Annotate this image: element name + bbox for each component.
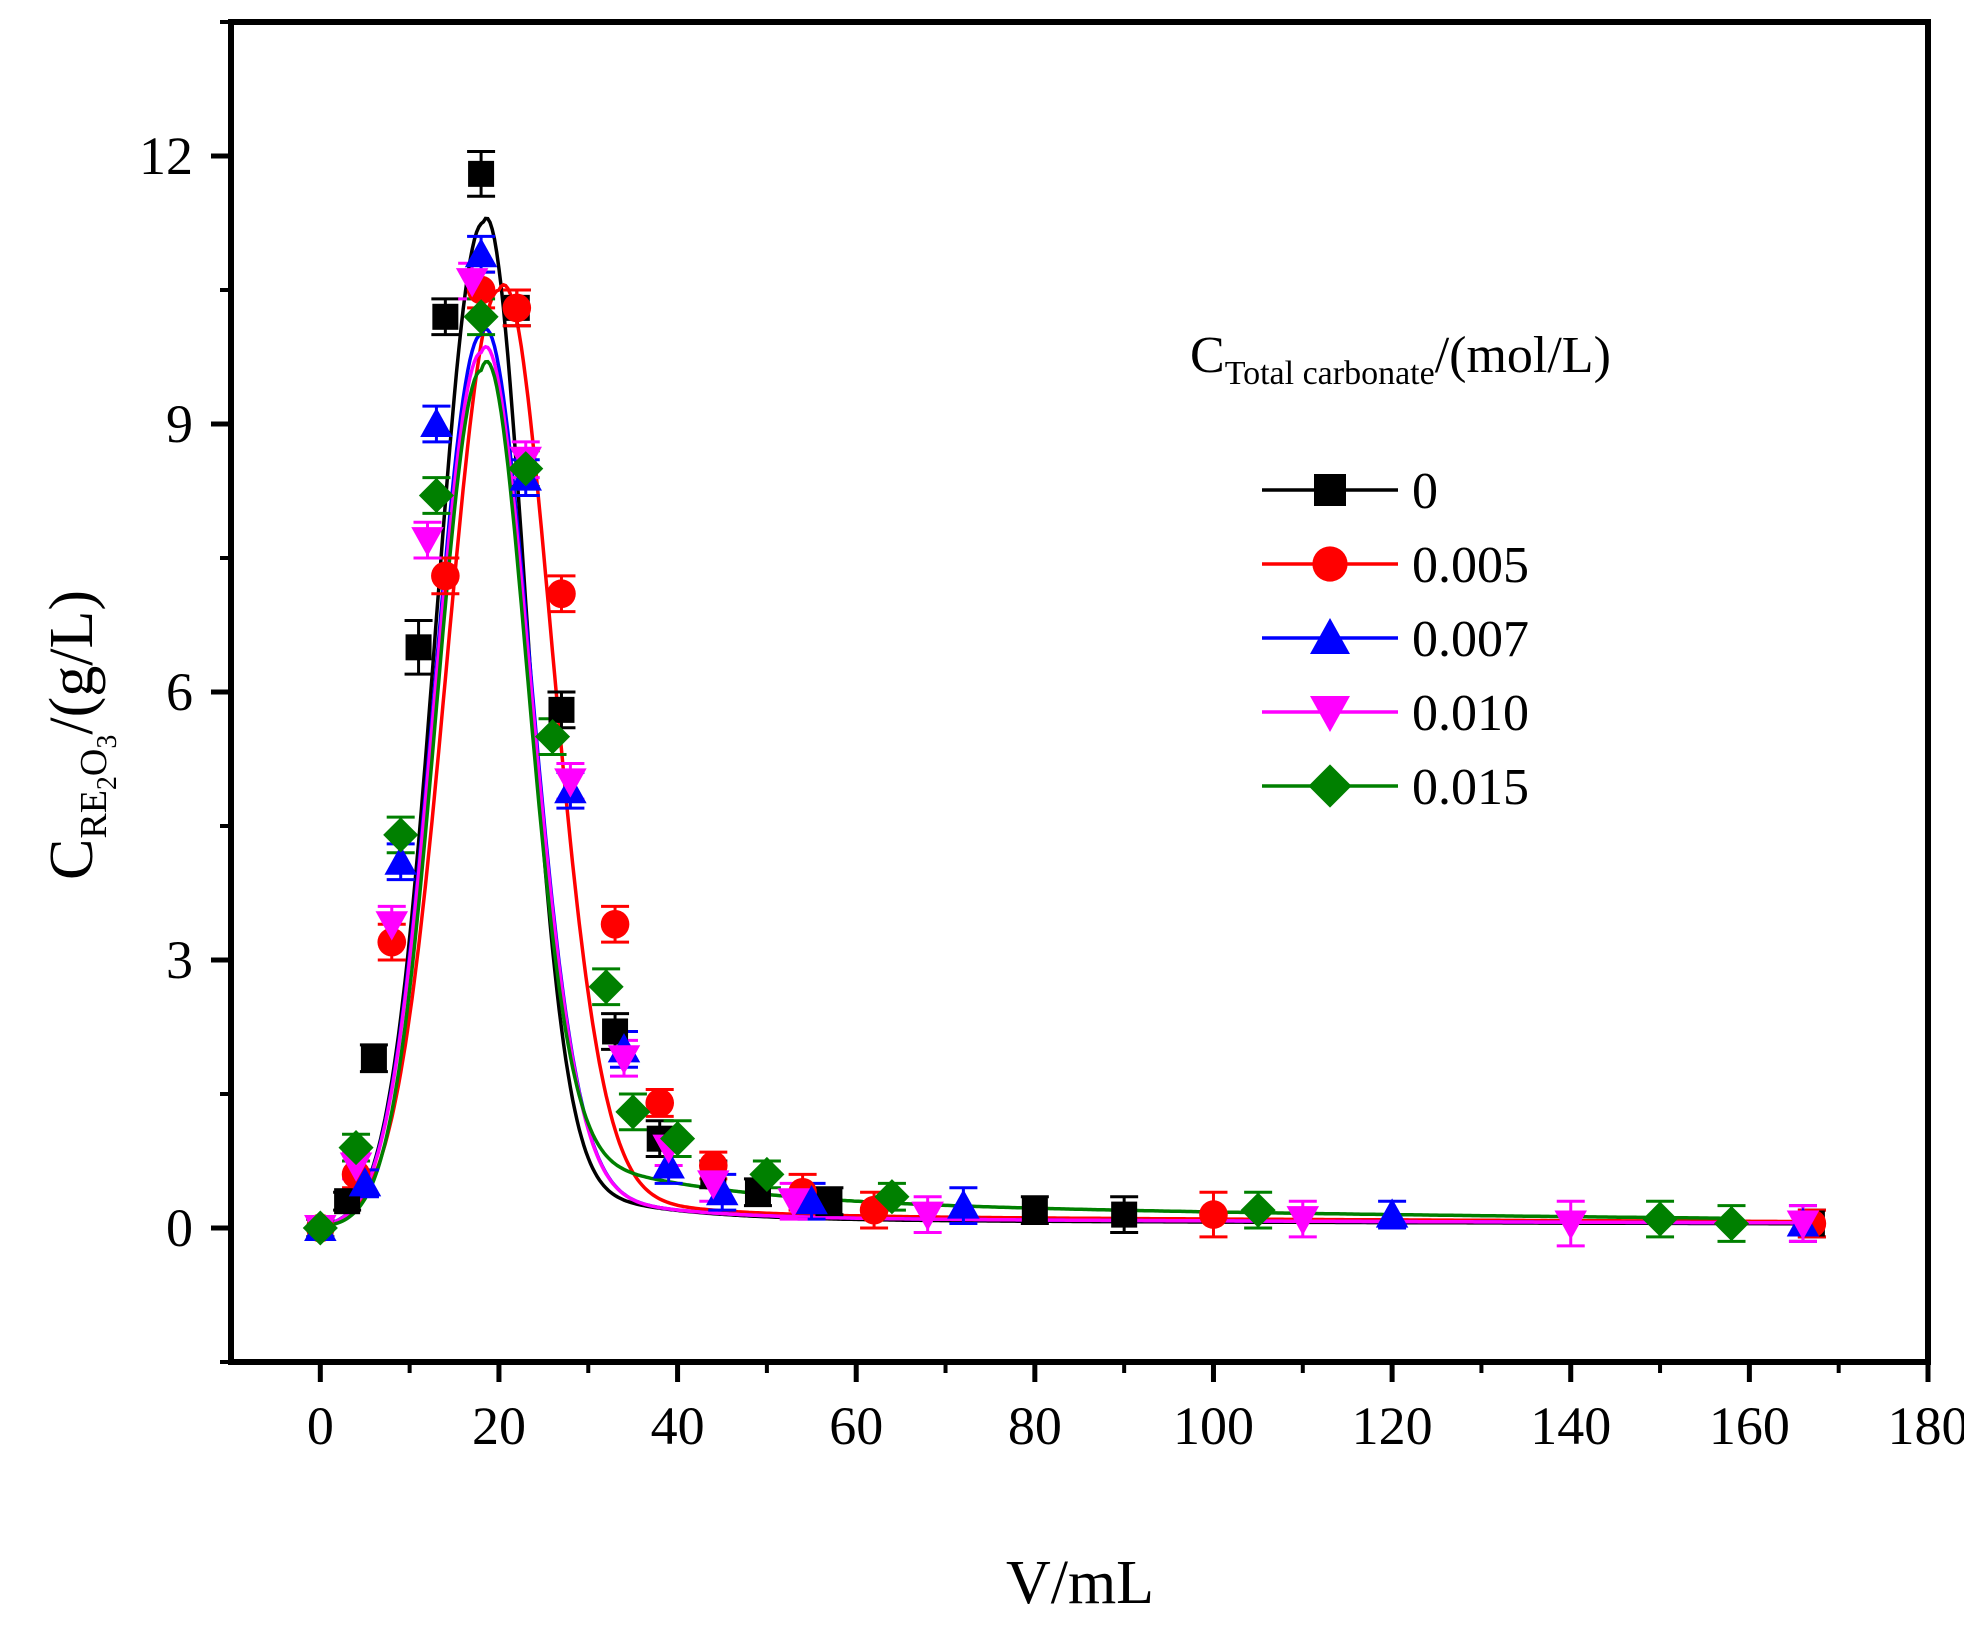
legend-label: 0.015 [1412, 759, 1529, 816]
data-point-series-0.010 [339, 1152, 373, 1182]
data-point-series-0.007 [384, 845, 417, 875]
x-tick-label: 60 [829, 1396, 883, 1456]
x-axis-title: V/mL [1006, 1549, 1154, 1617]
data-point-series-0.015 [660, 1121, 696, 1157]
data-point-series-0.005 [600, 909, 630, 939]
data-point-series-0 [1021, 1197, 1048, 1224]
y-axis-title-sub-re: RE [73, 790, 115, 839]
data-point-series-0 [432, 303, 459, 330]
data-point-series-0.010 [911, 1201, 944, 1231]
data-point-series-0 [360, 1045, 387, 1072]
legend-label: 0.010 [1412, 685, 1529, 742]
x-tick-label: 160 [1709, 1396, 1790, 1456]
y-tick-label: 12 [139, 126, 193, 186]
data-point-series-0.005 [1199, 1200, 1228, 1229]
data-point-series-0.007 [420, 407, 453, 437]
data-point-series-0.005 [645, 1088, 675, 1118]
data-point-series-0.010 [777, 1188, 810, 1218]
data-point-series-0.010 [697, 1170, 730, 1200]
data-point-series-0.015 [874, 1179, 910, 1215]
x-tick-label: 180 [1888, 1396, 1964, 1456]
y-axis-ticks: 0 3 6 9 12 [139, 20, 231, 1364]
data-point-series-0.010 [455, 268, 489, 298]
y-tick-label: 6 [166, 662, 193, 722]
data-point-series-0.015 [588, 969, 624, 1005]
y-axis-title-sub-2: 2 [92, 776, 123, 790]
data-point-series-0.010 [411, 527, 444, 557]
data-point-series-0.010 [375, 911, 409, 941]
legend: 0 0.005 0.007 0.010 0.015 [1262, 463, 1529, 816]
data-point-series-0 [548, 696, 575, 723]
legend-label: 0.007 [1412, 611, 1529, 668]
data-point-series-0.005 [502, 293, 532, 323]
data-point-series-0 [468, 160, 495, 187]
data-point-series-0.015 [383, 817, 419, 853]
data-point-series-0.015 [534, 719, 571, 755]
legend-marker [1308, 764, 1352, 808]
legend-label: 0.005 [1412, 537, 1529, 594]
legend-marker [1310, 618, 1350, 654]
data-point-series-0.007 [464, 238, 498, 268]
data-point-series-0.007 [795, 1184, 828, 1215]
y-axis-title-c: C [38, 839, 106, 880]
data-point-series-0.015 [508, 451, 544, 487]
data-point-series-0.010 [1554, 1210, 1587, 1240]
legend-title-sub: Total carbonate [1225, 355, 1435, 392]
data-point-series-0.005 [547, 579, 576, 609]
data-point-series-0.010 [1786, 1210, 1820, 1240]
y-tick-label: 3 [166, 930, 193, 990]
data-point-series-0.010 [607, 1045, 641, 1075]
data-point-series-0.010 [554, 768, 587, 798]
data-point-series-0.015 [338, 1130, 374, 1166]
data-point-series-0.015 [615, 1094, 651, 1130]
x-tick-label: 80 [1008, 1396, 1062, 1456]
legend-marker [1312, 546, 1348, 582]
x-tick-label: 140 [1530, 1396, 1611, 1456]
data-point-series-0.015 [1713, 1205, 1750, 1242]
x-tick-label: 40 [651, 1396, 705, 1456]
legend-title-c: C [1190, 327, 1225, 384]
x-tick-label: 20 [472, 1396, 526, 1456]
legend-title-unit: /(mol/L) [1435, 327, 1611, 384]
y-axis-title: CRE2O3/(g/L) [38, 590, 123, 880]
data-point-series-0.007 [947, 1189, 980, 1219]
data-point-series-0 [405, 634, 432, 661]
data-point-series-0.015 [463, 299, 499, 335]
data-point-series-0.007 [348, 1167, 382, 1197]
data-point-series-0.015 [302, 1210, 338, 1246]
curve-series-0.010 [319, 344, 1803, 1228]
x-axis-ticks: 0 20 40 60 80 100 120 140 160 180 [307, 1362, 1964, 1456]
legend-label: 0 [1412, 463, 1438, 520]
data-markers [302, 160, 1827, 1246]
data-point-series-0 [1111, 1201, 1138, 1228]
data-point-series-0.015 [1642, 1201, 1678, 1237]
data-point-series-0.015 [749, 1156, 785, 1192]
legend-marker [1314, 474, 1346, 506]
data-point-series-0.005 [431, 561, 460, 591]
y-axis-title-unit: /(g/L) [38, 590, 106, 735]
y-axis-title-sub-o: O [73, 749, 115, 776]
legend-title: CTotal carbonate/(mol/L) [1190, 327, 1611, 392]
data-point-series-0.015 [1240, 1192, 1276, 1228]
data-point-series-0.005 [377, 927, 407, 957]
x-tick-label: 0 [307, 1396, 334, 1456]
data-point-series-0.015 [418, 477, 454, 514]
y-tick-label: 9 [166, 394, 193, 454]
legend-marker [1310, 696, 1350, 732]
x-tick-label: 120 [1352, 1396, 1433, 1456]
y-tick-label: 0 [166, 1198, 193, 1258]
data-point-series-0.007 [1375, 1198, 1409, 1228]
y-axis-title-sub-3: 3 [92, 735, 123, 749]
data-point-series-0.010 [1286, 1206, 1320, 1236]
x-tick-label: 100 [1173, 1396, 1254, 1456]
